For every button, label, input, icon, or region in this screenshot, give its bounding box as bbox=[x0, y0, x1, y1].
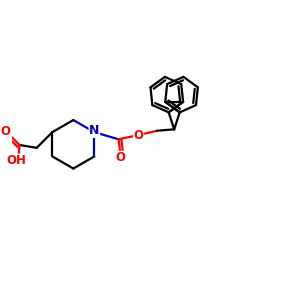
Text: OH: OH bbox=[6, 154, 26, 167]
Text: O: O bbox=[134, 128, 143, 142]
Text: O: O bbox=[116, 151, 126, 164]
Text: O: O bbox=[1, 125, 11, 138]
Text: N: N bbox=[89, 124, 100, 137]
